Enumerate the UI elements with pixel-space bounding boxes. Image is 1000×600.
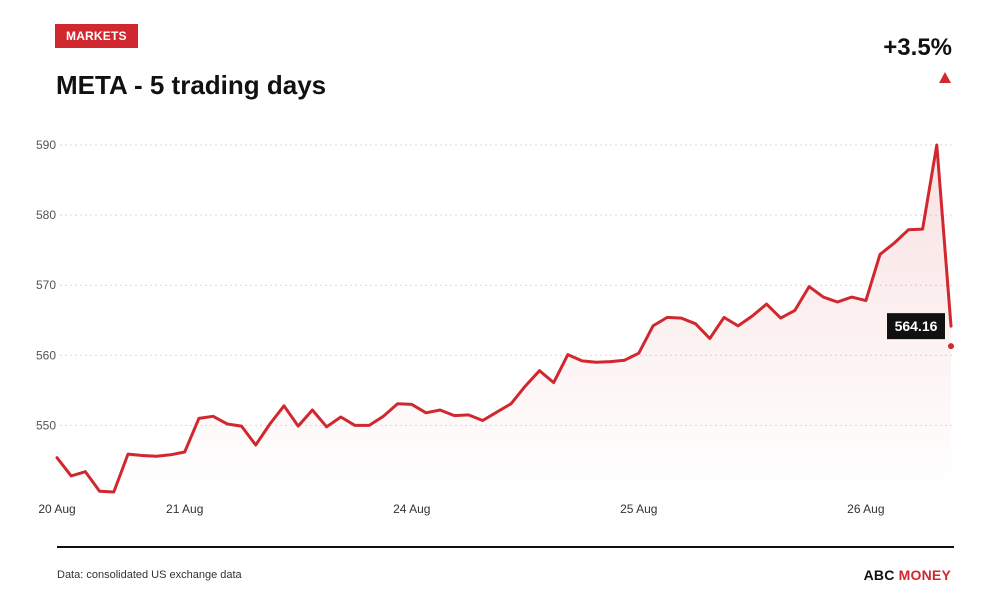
x-tick-label: 21 Aug xyxy=(166,502,203,516)
brand-part-money: MONEY xyxy=(898,567,951,583)
price-line xyxy=(55,143,953,494)
last-point xyxy=(948,343,954,350)
x-tick-label: 25 Aug xyxy=(620,502,657,516)
percent-change: +3.5% xyxy=(883,34,952,61)
y-axis: 550 560 570 580 590 xyxy=(36,138,56,432)
footer-divider xyxy=(57,546,954,548)
up-arrow-icon xyxy=(939,72,951,83)
last-value-marker: 564.16 xyxy=(887,313,954,350)
chart-title: META - 5 trading days xyxy=(56,70,327,100)
y-tick-label: 570 xyxy=(36,278,56,292)
x-tick-label: 20 Aug xyxy=(38,502,75,516)
last-value-box xyxy=(887,313,945,340)
x-tick-label: 24 Aug xyxy=(393,502,430,516)
category-tag: MARKETS xyxy=(55,24,138,48)
brand-logo: ABC MONEY xyxy=(864,567,951,583)
brand-part-abc: ABC xyxy=(863,567,895,583)
x-axis: 20 Aug 21 Aug 24 Aug 25 Aug 26 Aug xyxy=(38,502,884,516)
y-tick-label: 590 xyxy=(36,138,56,152)
price-area xyxy=(57,145,951,492)
y-tick-label: 580 xyxy=(36,208,56,222)
data-source: Data: consolidated US exchange data xyxy=(57,569,242,581)
y-tick-label: 560 xyxy=(36,348,56,362)
price-chart: 550 560 570 580 590 20 Aug 21 Aug 24 Aug 25 Aug… xyxy=(36,138,954,516)
last-value-label: 564.16 xyxy=(895,318,938,334)
y-tick-label: 550 xyxy=(36,418,56,432)
x-tick-label: 26 Aug xyxy=(847,502,884,516)
